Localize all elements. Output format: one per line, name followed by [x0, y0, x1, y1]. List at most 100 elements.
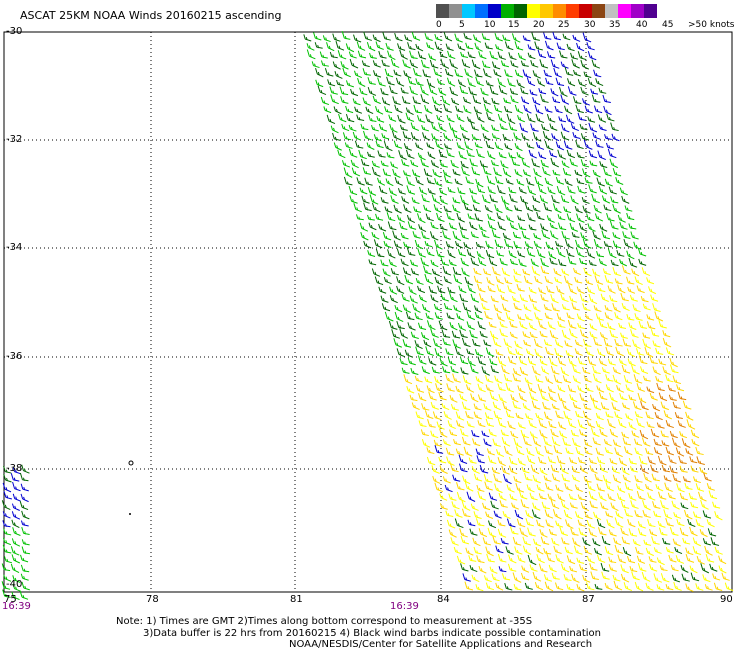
wind-barb	[426, 385, 435, 394]
wind-barb	[612, 439, 622, 448]
wind-barb	[445, 241, 454, 249]
wind-barb	[677, 420, 686, 428]
wind-barb	[662, 330, 671, 338]
wind-barb	[401, 159, 410, 167]
wind-barb	[387, 50, 396, 60]
wind-barb	[611, 402, 620, 412]
wind-barb	[515, 446, 525, 456]
wind-barb	[577, 519, 586, 527]
wind-barb	[368, 259, 377, 266]
wind-barb	[344, 142, 353, 149]
wind-barb	[556, 247, 566, 258]
wind-barb	[469, 564, 478, 573]
wind-barb	[388, 259, 397, 268]
wind-barb	[501, 465, 510, 475]
wind-barb	[438, 320, 448, 331]
wind-barb	[374, 276, 384, 286]
island-marker	[128, 460, 134, 466]
wind-barb	[533, 338, 543, 349]
wind-barb	[604, 447, 613, 455]
wind-barb	[529, 492, 538, 501]
wind-barb	[612, 203, 621, 214]
wind-barb	[477, 283, 486, 293]
wind-barb	[485, 249, 495, 259]
wind-barb	[444, 143, 452, 150]
wind-barb	[540, 257, 549, 268]
wind-barb	[600, 562, 610, 572]
wind-barb	[671, 500, 680, 510]
wind-barb	[333, 142, 342, 151]
wind-barb	[582, 303, 591, 311]
wind-barb	[622, 474, 631, 483]
wind-barb	[378, 185, 388, 195]
wind-barb	[574, 339, 583, 347]
wind-barb	[434, 41, 444, 52]
wind-barb	[439, 159, 448, 168]
wind-barb	[537, 184, 547, 195]
wind-barb	[461, 133, 470, 141]
wind-barb	[568, 358, 577, 367]
wind-barb	[553, 268, 562, 277]
wind-barb	[407, 322, 416, 331]
wind-barb	[371, 232, 380, 240]
wind-barb	[692, 546, 702, 555]
wind-barb	[516, 178, 525, 186]
wind-barb	[471, 429, 480, 438]
wind-barb	[452, 474, 461, 482]
wind-barb	[417, 247, 426, 258]
wind-barb	[504, 69, 513, 78]
wind-barb	[357, 77, 366, 87]
wind-barb	[440, 58, 450, 69]
wind-barb	[481, 230, 490, 239]
wind-barb	[399, 49, 408, 60]
wind-barb	[665, 517, 674, 527]
wind-barb	[460, 160, 469, 169]
wind-barb	[641, 571, 651, 582]
wind-barb	[492, 438, 501, 447]
wind-barb	[690, 429, 700, 439]
wind-barb	[516, 79, 525, 89]
wind-barb	[367, 214, 375, 221]
wind-barb	[571, 232, 580, 238]
wind-barb	[471, 574, 480, 583]
wind-barb	[612, 232, 621, 240]
wind-barb	[491, 467, 500, 474]
wind-barb	[559, 430, 568, 439]
wind-barb	[624, 205, 633, 212]
wind-barb	[446, 312, 455, 320]
wind-barb	[574, 484, 583, 492]
wind-barb	[436, 114, 445, 123]
wind-barb	[649, 563, 658, 572]
legend-swatch	[514, 4, 527, 18]
legend-swatch	[566, 4, 579, 18]
wind-barb	[552, 203, 562, 214]
wind-barb	[506, 484, 515, 493]
wind-barb	[653, 547, 662, 554]
wind-barb	[539, 195, 549, 204]
wind-barb	[476, 185, 486, 194]
wind-barb	[642, 332, 651, 339]
wind-barb	[476, 555, 485, 564]
wind-barb	[696, 556, 705, 565]
wind-barb	[546, 215, 555, 223]
wind-barb	[423, 204, 432, 213]
wind-barb	[528, 294, 538, 303]
wind-barb	[495, 44, 503, 52]
wind-barb	[537, 384, 547, 394]
wind-barb	[557, 320, 566, 328]
wind-barb	[481, 430, 490, 438]
wind-barb	[485, 80, 494, 87]
wind-barb	[496, 313, 505, 322]
wind-barb	[561, 304, 570, 311]
wind-barb	[676, 384, 685, 392]
wind-barb	[660, 401, 670, 411]
wind-barb	[566, 213, 576, 223]
wind-barb	[12, 583, 21, 592]
wind-barb	[499, 321, 508, 328]
wind-barb	[470, 293, 480, 303]
wind-barb	[459, 393, 468, 402]
wind-barb	[539, 429, 548, 439]
lat-label: -32	[6, 134, 23, 145]
wind-barb	[624, 508, 633, 517]
wind-barb	[522, 69, 532, 79]
